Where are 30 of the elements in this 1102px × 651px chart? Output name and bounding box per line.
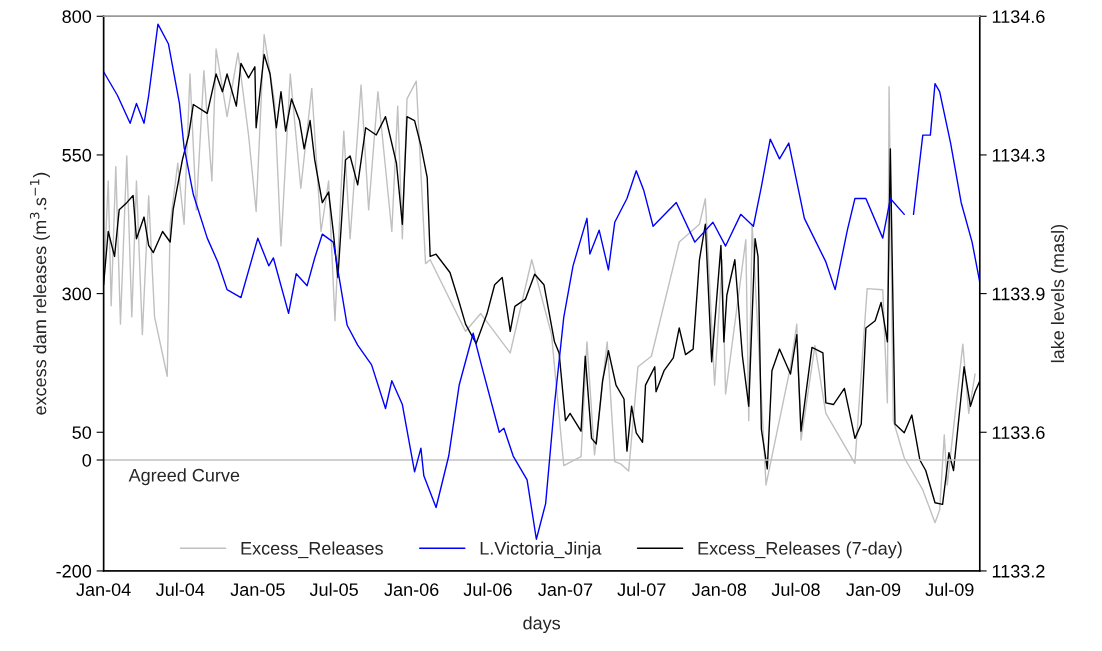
y2-tick-label: 1134.3	[992, 148, 1045, 162]
y-tick-label: 800	[62, 10, 92, 23]
x-tick-label: Jan-09	[846, 583, 901, 596]
legend-label: Excess_Releases (7-day)	[698, 541, 902, 559]
y2-tick-label: 1133.9	[992, 287, 1045, 301]
y-tick-label: -200	[56, 564, 92, 578]
x-axis-title: days	[523, 616, 561, 634]
x-tick-label: Jan-07	[538, 583, 593, 596]
y-axis-title: excess dam releases (m$^{3}$.s$^{−1}$)	[29, 172, 50, 415]
x-tick-label: Jul-04	[155, 582, 205, 596]
x-tick-label: Jul-06	[463, 582, 512, 596]
x-tick-label: Jan-08	[691, 583, 747, 596]
x-tick-label: Jul-09	[925, 582, 974, 596]
y-tick-label: 300	[62, 287, 92, 301]
x-tick-label: Jul-05	[309, 582, 358, 596]
legend-label: Excess_Releases	[241, 541, 383, 559]
y2-tick-label: 1133.6	[992, 426, 1045, 439]
x-tick-label: Jul-07	[617, 582, 666, 596]
legend-label: L.Victoria_Jinja	[480, 541, 602, 559]
y2-axis-title: lake levels (masl)	[1050, 224, 1068, 363]
y-tick-label: 50	[72, 426, 92, 439]
y-tick-label: 550	[62, 148, 92, 162]
x-tick-label: Jul-08	[771, 582, 820, 596]
y2-tick-label: 1133.2	[992, 564, 1045, 578]
x-tick-label: Jan-04	[76, 583, 131, 596]
y-tick-label: 0	[82, 453, 92, 467]
y2-tick-label: 1134.6	[992, 10, 1045, 23]
x-tick-label: Jan-06	[384, 583, 439, 596]
ref-line-label: Agreed Curve	[128, 468, 240, 486]
x-tick-label: Jan-05	[230, 583, 285, 596]
